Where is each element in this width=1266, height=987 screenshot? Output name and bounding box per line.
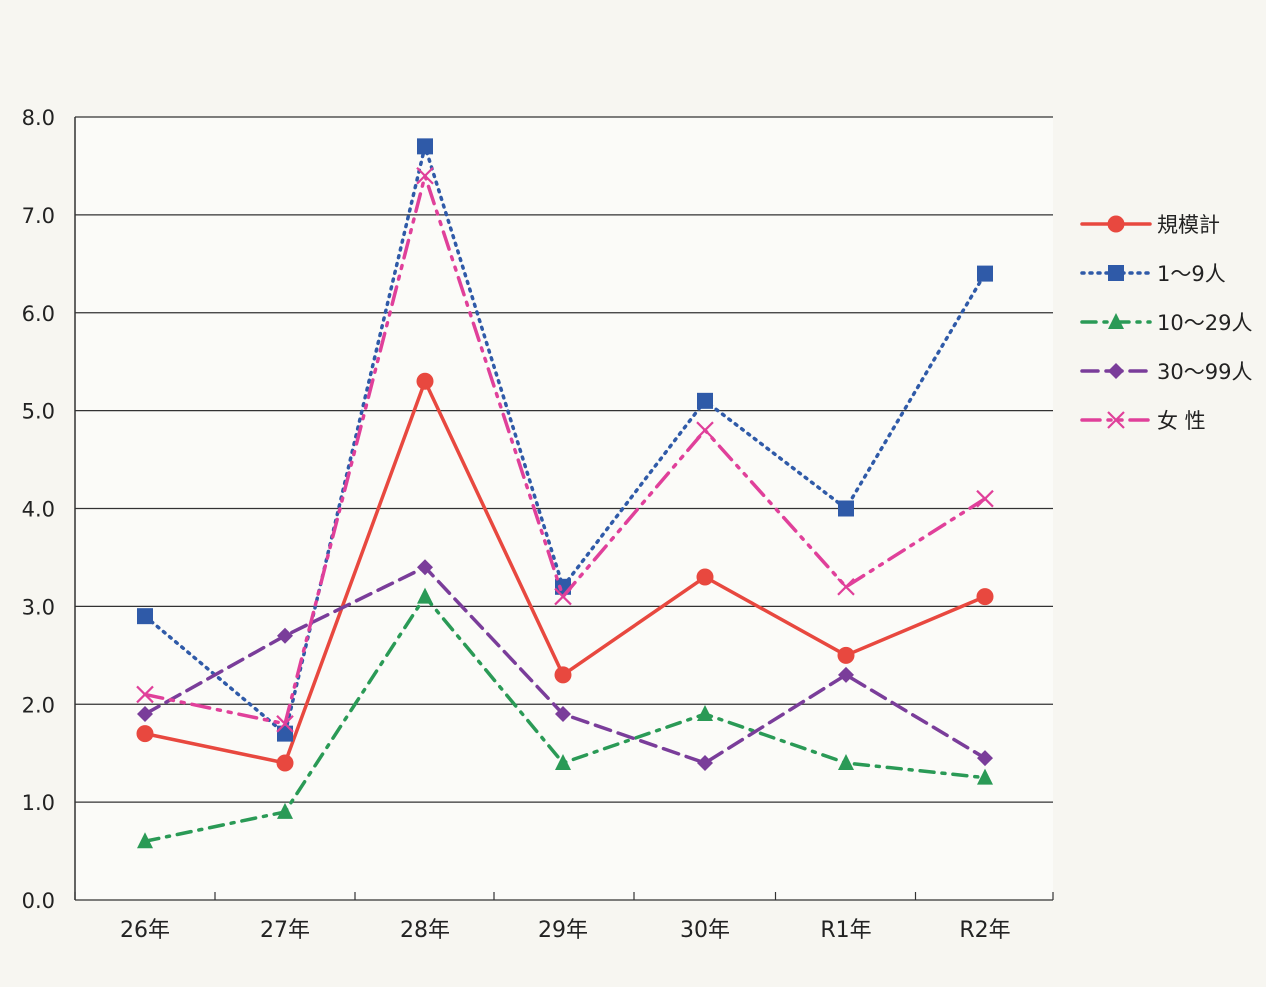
data-point xyxy=(416,166,434,185)
data-point xyxy=(137,706,153,723)
data-point xyxy=(976,588,994,606)
y-tick-label: 7.0 xyxy=(22,204,55,228)
data-point xyxy=(838,666,854,683)
legend-label: 女 性 xyxy=(1157,409,1206,433)
data-point xyxy=(555,753,571,770)
legend-marker xyxy=(1107,411,1125,429)
data-point xyxy=(417,587,433,604)
data-point xyxy=(697,392,713,409)
legend-label: 30〜99人 xyxy=(1157,360,1252,384)
data-point xyxy=(136,725,154,743)
data-point xyxy=(417,559,433,576)
data-point xyxy=(696,568,714,586)
data-point xyxy=(276,754,294,772)
data-point xyxy=(137,832,153,849)
grid-lines xyxy=(74,116,1053,901)
legend-marker xyxy=(1108,363,1124,379)
data-point xyxy=(277,725,293,742)
legend-marker xyxy=(1108,265,1124,281)
data-point xyxy=(137,608,153,625)
legend-label: 10〜29人 xyxy=(1157,311,1252,335)
x-tick-label: 30年 xyxy=(680,918,730,943)
data-point xyxy=(977,768,993,785)
data-point xyxy=(697,705,713,722)
data-point xyxy=(976,489,994,508)
y-tick-label: 1.0 xyxy=(22,791,55,815)
data-point xyxy=(554,587,572,606)
legend-marker xyxy=(1107,215,1125,233)
x-tick-label: R1年 xyxy=(820,918,871,943)
data-point xyxy=(837,646,855,664)
x-tick-label: 27年 xyxy=(260,918,310,943)
data-point xyxy=(697,754,713,771)
series-group xyxy=(136,138,994,849)
data-point xyxy=(838,500,854,517)
y-tick-label: 8.0 xyxy=(22,106,55,130)
data-point xyxy=(837,578,855,596)
x-tick-label: 26年 xyxy=(120,918,170,943)
x-tick-label: 28年 xyxy=(400,918,450,943)
x-axis-ticks: 26年 27年 28年 29年 30年 R1年 R2年 xyxy=(74,892,1054,943)
y-tick-label: 2.0 xyxy=(22,693,55,717)
data-point xyxy=(696,421,714,439)
x-tick-label: R2年 xyxy=(959,918,1010,943)
y-axis-ticks: 0.0 1.0 2.0 3.0 4.0 5.0 6.0 7.0 8.0 xyxy=(22,106,55,913)
data-point xyxy=(276,715,294,733)
data-point xyxy=(417,138,433,155)
data-point xyxy=(555,706,571,723)
y-tick-label: 3.0 xyxy=(22,595,55,619)
legend-label: 1〜9人 xyxy=(1157,262,1226,286)
data-point xyxy=(977,750,993,767)
y-tick-label: 6.0 xyxy=(22,302,55,326)
x-tick-label: 29年 xyxy=(538,918,588,943)
y-tick-label: 4.0 xyxy=(22,498,55,522)
legend-marker xyxy=(1108,313,1124,329)
data-point xyxy=(977,265,993,282)
y-tick-label: 5.0 xyxy=(22,400,55,424)
data-point xyxy=(416,372,434,390)
data-point xyxy=(838,753,854,770)
y-tick-label: 0.0 xyxy=(22,889,55,913)
data-point xyxy=(136,685,154,704)
data-point xyxy=(277,802,293,819)
data-point xyxy=(277,627,293,644)
legend-label: 規模計 xyxy=(1157,213,1220,237)
data-point xyxy=(554,666,572,684)
